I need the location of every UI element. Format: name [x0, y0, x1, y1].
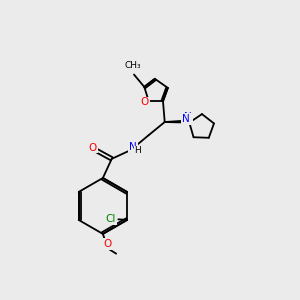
Text: Cl: Cl: [106, 214, 116, 224]
Text: O: O: [140, 98, 149, 107]
Text: N: N: [129, 142, 137, 152]
Text: N: N: [184, 112, 192, 122]
Text: CH₃: CH₃: [124, 61, 141, 70]
Text: O: O: [103, 239, 111, 249]
Text: H: H: [134, 146, 141, 155]
Text: O: O: [88, 142, 97, 153]
Text: N: N: [182, 114, 190, 124]
